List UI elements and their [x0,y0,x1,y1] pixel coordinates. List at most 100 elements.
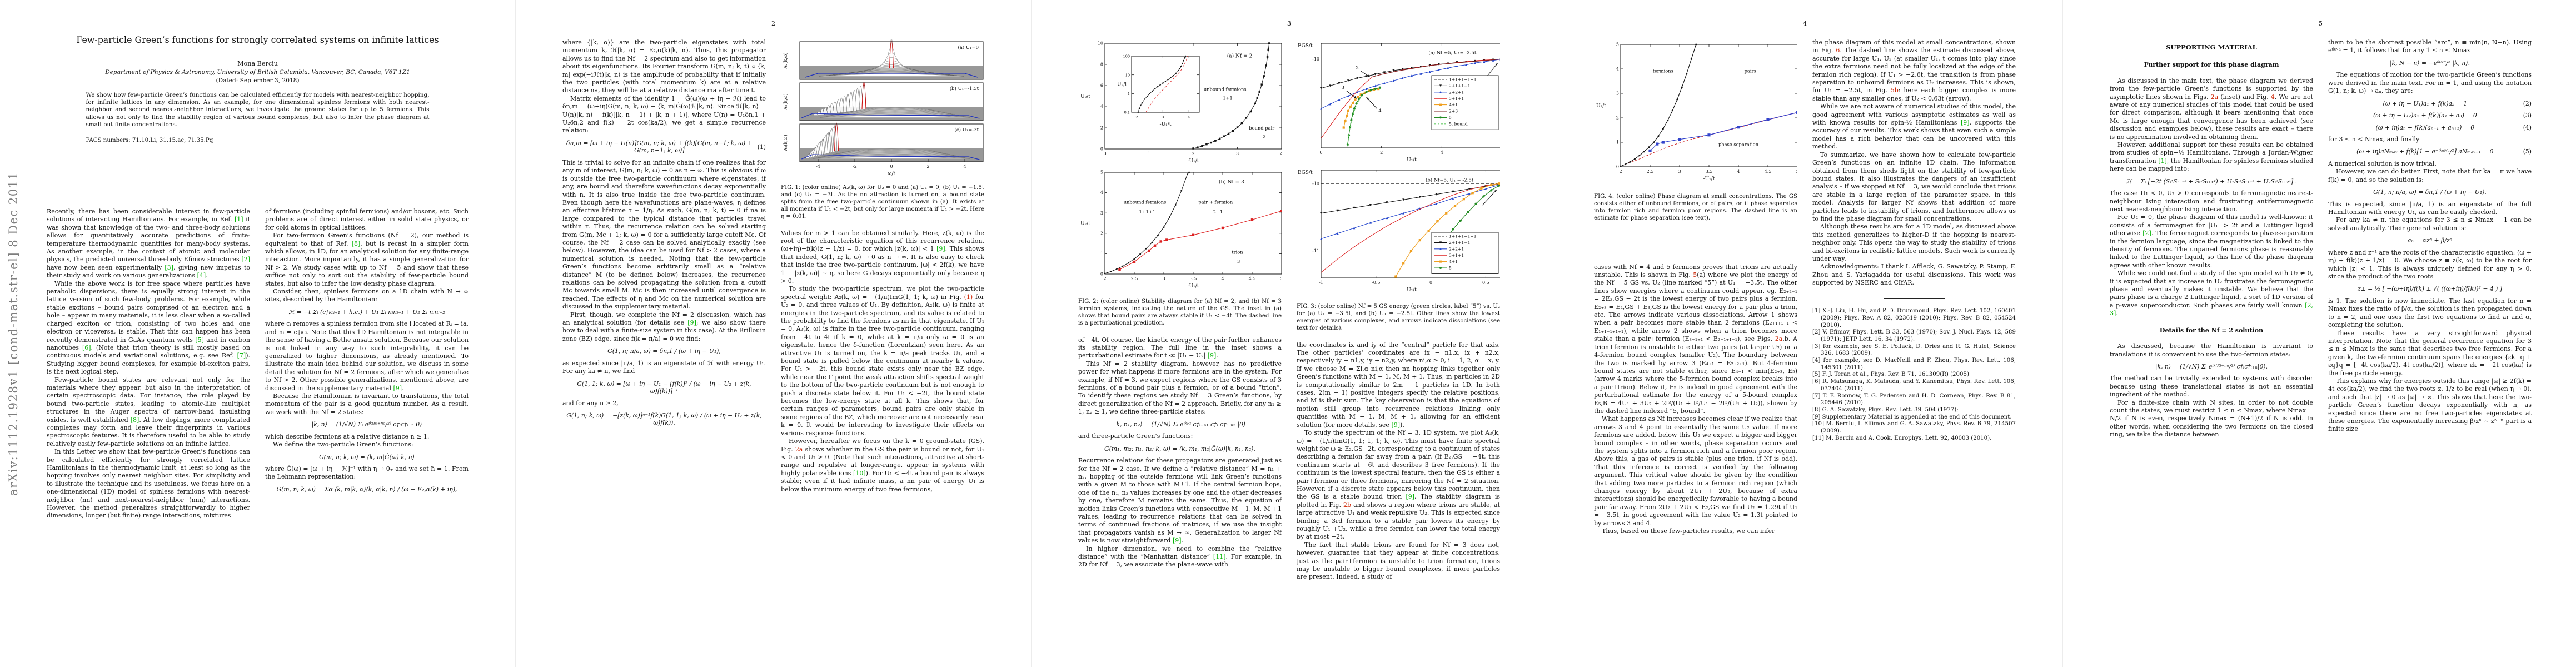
figure-4: 2 2.5 3 3.5 4 4.5 5 0 1 2 3 4 5 -U₁/t U₂/t fermions pair… [1594,40,1797,189]
marker-triangle-up [1353,227,1356,230]
marker-dot [1643,151,1645,153]
citation-ref: [9] [687,319,696,326]
marker-dot [1146,95,1148,97]
paragraph: Matrix elements of the identity 1 = Ĝ(ω)… [562,94,766,135]
abstract: We show how few-particle Green’s functio… [86,92,430,128]
arrow-head [1367,74,1371,77]
page-2: 2 where {|k, α⟩} are the two-particle ei… [515,0,1031,667]
equation-number: (3) [2523,112,2532,120]
references-separator [1884,298,1945,300]
marker-triangle-down [1411,67,1413,69]
plot-annotation: 4 [1378,108,1381,114]
paragraph: This Nf = 2 stability diagram, however, … [1078,360,1282,416]
marker-square [1394,275,1397,278]
marker-dot [1157,86,1159,88]
marker-square [1436,220,1439,223]
marker-dot [1652,141,1655,143]
plot-annotation: fermions [1653,68,1673,74]
marker-dot [1174,204,1177,206]
paragraph: To summarize, we have shown how to calcu… [1812,151,2016,222]
paragraph: Recently, there has been considerable in… [47,208,250,280]
data-series-line [1119,211,1282,270]
panel-frame [799,82,984,121]
marker-square [1268,42,1270,44]
k0-envelope [805,73,978,78]
marker-dot [1624,163,1626,166]
annotation-arrow [1486,63,1498,77]
marker-square [1656,142,1659,146]
display-equation: G(1, n; π/a, ω) = δn,1 ∕ (ω + iη − U₁), [562,347,766,355]
marker-square [1480,187,1483,190]
marker-square [1707,133,1711,137]
x-axis-label: ω/t [888,171,895,177]
equation-number: (5) [2523,148,2532,156]
citation-ref: [2] [2142,230,2151,237]
marker-triangle-up [1329,103,1332,106]
marker-dot [1122,265,1124,267]
x-tick-label: 4 [1280,151,1282,156]
marker-square [1344,119,1347,122]
citation-ref: [7] [237,352,246,360]
arxiv-banner: arXiv:1112.1928v1 [cond-mat.str-el] 8 De… [7,171,20,496]
page-4-column-2: the phase diagram of this model at small… [1812,39,2016,661]
marker-triangle-up [1483,61,1486,63]
marker-triangle-down [1456,61,1458,64]
equation-body: (ω + iη)aNₘₐₓ + f(k)[1 − e⁻ⁱᵏᵃᴺᵃ/²] aNₘₐ… [2356,148,2494,156]
marker-square [1357,96,1359,98]
display-equation: (ω + iη)aₙ + f(k)(aₙ₋₁ + aₙ₊₁) = 0 (4) [2328,124,2532,132]
x-tick-label: -0.5 [1372,280,1380,285]
legend-label: 2+1+1+1 [1449,83,1470,88]
marker-square [1266,56,1269,58]
plot-annotation: phase separation [1718,142,1759,147]
paragraph: Values for m > 1 can be obtained similar… [781,229,984,285]
y-tick-label: -11 [1312,248,1319,253]
y-tick-label: 6 [1100,83,1103,88]
display-equation: ℋ = Σᵢ [−2t (SᵢˣSᵢ₊₁ˣ + SᵢʸSᵢ₊₁ʸ) + U₁Sᵢ… [2110,178,2313,186]
marker-dot [1657,135,1660,137]
x-axis-label: -U₁/t [1703,176,1715,182]
marker-triangle-down [1383,71,1386,74]
paragraph: where cᵢ removes a spinless fermion from… [265,320,469,392]
y-tick-label: 0 [1100,147,1103,152]
paragraph: where z and z⁻¹ are the roots of the cha… [2328,248,2532,280]
plot-annotation: (b) Nf=5, U₁ = -2.5t [1426,177,1474,183]
marker-triangle-down [1365,75,1368,78]
page-3-column-2-text: the coordinates ix and iy of the “centra… [1297,341,1500,581]
marker-circle [1346,143,1349,146]
marker-triangle-up [1386,217,1388,220]
equation-number: (1) [757,143,766,151]
marker-triangle-up [1320,237,1322,240]
marker-triangle-up [1402,212,1405,215]
marker-triangle-down [1435,193,1438,196]
y-axis-label: U₂/t [1596,103,1606,109]
marker-dot [1104,272,1106,275]
display-equation: z± = ½ [ −(ω+iη)/f(k) ± √( ((ω+iη)/f(k))… [2328,285,2532,293]
x-tick-label: 3.5 [1190,276,1197,281]
display-equation: G(m, n; k, ω) = ⟨k, m|Ĝ(ω)|k, n⟩ [265,454,469,461]
marker-dot [1178,69,1179,72]
figure-2-caption: FIG. 2: (color online) Stability diagram… [1078,298,1282,326]
page-number: 5 [2319,20,2323,27]
y-tick-label: 5 [1100,170,1103,175]
paragraph: While the above work is for free space w… [47,280,250,376]
marker-square [1661,141,1665,144]
x-tick-label: 5 [1796,169,1797,174]
marker-square [1648,149,1652,152]
spectral-curve [813,157,970,159]
paragraph: As discussed, because the Hamiltonian is… [2110,342,2313,358]
marker-square [1346,114,1348,117]
marker-triangle-down [1353,206,1356,209]
marker-square [1462,198,1465,201]
marker-dot [1695,43,1697,46]
y-tick-label: 2 [1100,231,1103,236]
marker-dot [1145,247,1147,250]
spectral-curve [819,73,964,77]
reference-item: [5] F. J. Teran et al., Phys. Rev. B 71,… [1812,371,1969,378]
plot-annotation: (b) Nf = 3 [1219,179,1244,185]
marker-dot [1648,146,1650,148]
x-tick-label: 4 [1441,150,1443,155]
paragraph: the coordinates ix and iy of the “centra… [1297,341,1500,429]
display-equation: G(1, 1; k, ω) = [ω + iη − U₁ − [f(k)]² ∕… [562,380,766,395]
